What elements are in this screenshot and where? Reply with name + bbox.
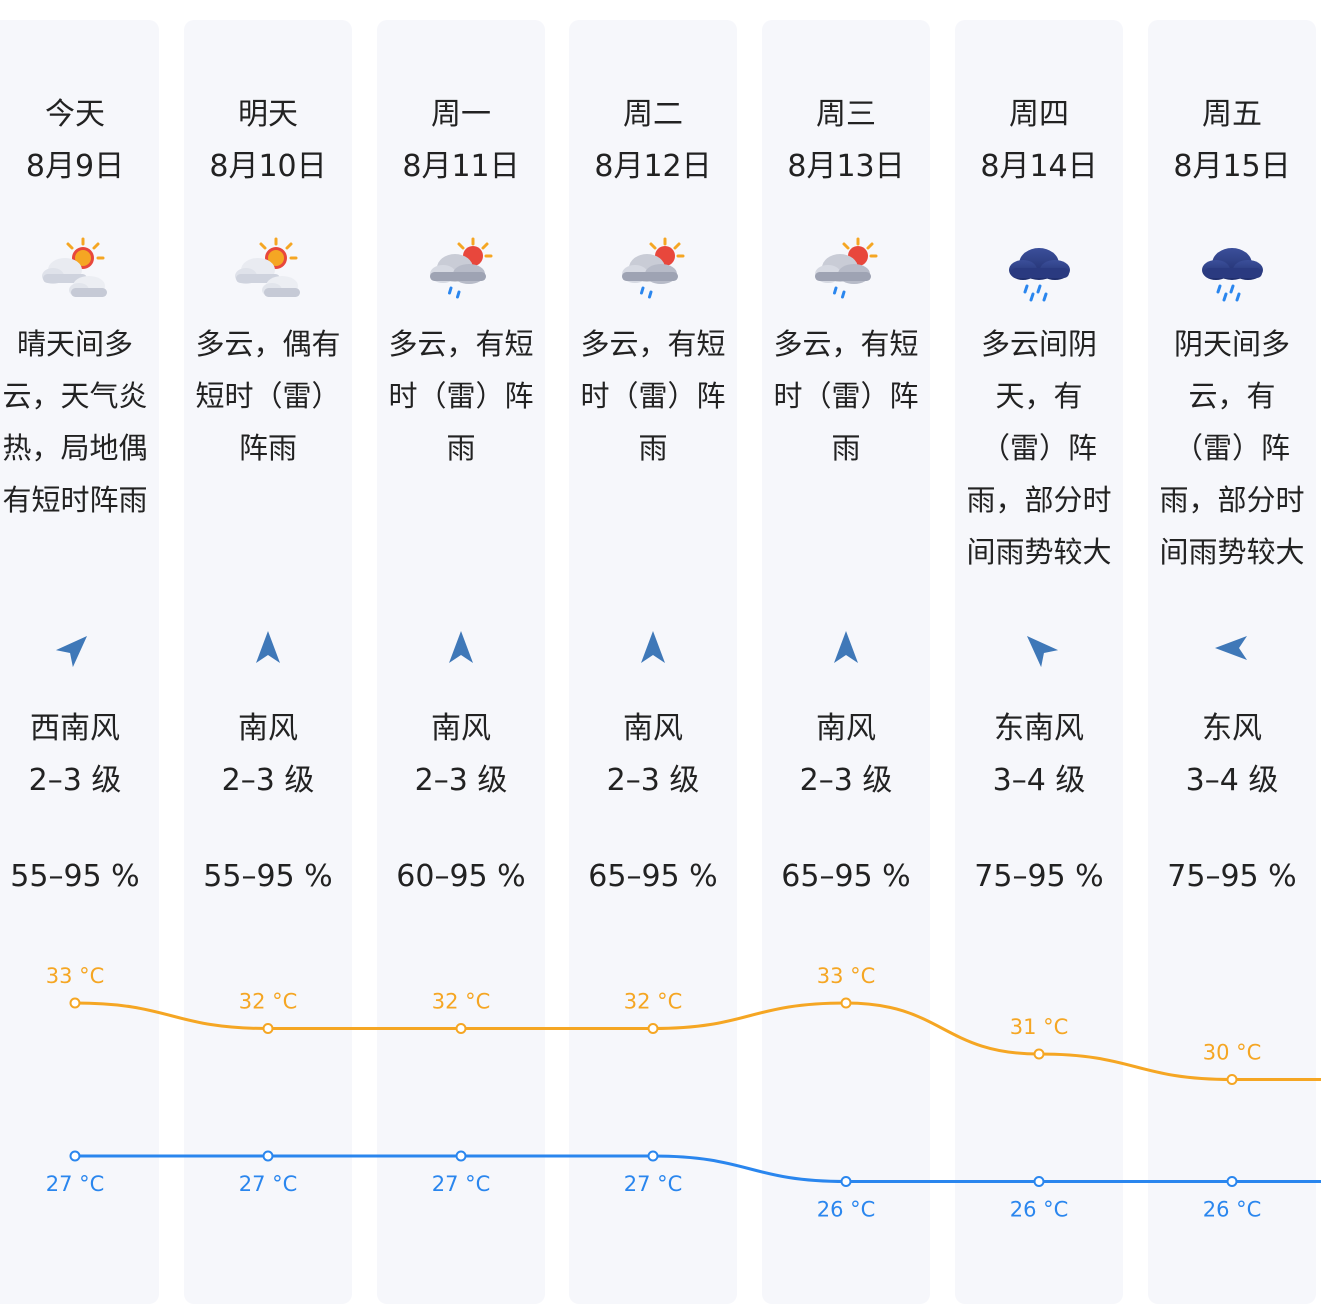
wind-level: 3–4 级 <box>992 763 1086 798</box>
day-label: 明天 <box>238 97 298 132</box>
humidity: 75–95 % <box>974 859 1104 894</box>
weather-description-line: 雨 <box>831 431 861 465</box>
wind-direction-arrow-icon <box>246 626 290 670</box>
sun-cloud-icon <box>39 236 111 304</box>
humidity: 55–95 % <box>203 859 333 894</box>
weather-description: 多云间阴天，有 （雷）阵雨，部分时间雨势较大 <box>949 318 1129 578</box>
wind-level: 2–3 级 <box>221 763 315 798</box>
weather-description-line: 时（雷）阵 <box>388 379 534 413</box>
weather-description-line: 阵雨 <box>238 431 297 465</box>
date-label: 8月15日 <box>1173 149 1291 184</box>
weather-description-line: 短时（雷） <box>195 379 341 413</box>
dark-cloud-rain-icon <box>1196 236 1268 304</box>
weather-description-line: 云，天气炎 <box>2 379 148 413</box>
day-column: 今天 8月9日晴天间多云，天气炎热，局地偶有短时阵雨西南风 2–3 级 55–95 % <box>0 20 159 1304</box>
sun-cloud-rain-icon <box>810 236 882 304</box>
sun-cloud-icon <box>232 236 304 304</box>
day-column: 周五 8月15日阴天间多云，有 （雷）阵雨，部分时间雨势较大东风 3–4 级 75–95… <box>1148 20 1316 1304</box>
humidity: 75–95 % <box>1167 859 1297 894</box>
humidity: 55–95 % <box>10 859 140 894</box>
wind-direction-arrow-icon <box>1210 626 1254 670</box>
day-column: 周一 8月11日多云，有短时（雷）阵雨南风 2–3 级 60–95 % <box>377 20 545 1304</box>
humidity: 65–95 % <box>781 859 911 894</box>
date-label: 8月14日 <box>980 149 1098 184</box>
weather-description-line: 时（雷）阵 <box>580 379 726 413</box>
weather-description-line: 阴天间多 <box>1173 327 1290 361</box>
wind-direction-arrow-icon <box>824 626 868 670</box>
wind-direction: 东南风 <box>994 711 1084 746</box>
weather-description: 阴天间多云，有 （雷）阵雨，部分时间雨势较大 <box>1142 318 1321 578</box>
wind-direction: 东风 <box>1202 711 1262 746</box>
weather-description-line: 雨 <box>638 431 668 465</box>
weather-description-line: 天，有 <box>995 379 1083 413</box>
date-label: 8月13日 <box>787 149 905 184</box>
weather-description-line: （雷）阵 <box>1173 431 1290 465</box>
day-column: 周四 8月14日多云间阴天，有 （雷）阵雨，部分时间雨势较大东南风 3–4 级 75–9… <box>955 20 1123 1304</box>
weather-description-line: 间雨势较大 <box>966 535 1112 569</box>
wind-direction: 南风 <box>431 711 491 746</box>
weather-description: 多云，偶有短时（雷） 阵雨 <box>178 318 358 474</box>
wind-level: 3–4 级 <box>1185 763 1279 798</box>
wind-level: 2–3 级 <box>28 763 122 798</box>
weather-description-line: 雨，部分时 <box>1159 483 1305 517</box>
wind-direction-arrow-icon <box>631 626 675 670</box>
weather-description-line: 多云，有短 <box>580 327 726 361</box>
weather-description-line: 多云，偶有 <box>195 327 341 361</box>
day-column: 周三 8月13日多云，有短时（雷）阵雨南风 2–3 级 65–95 % <box>762 20 930 1304</box>
wind-direction: 南风 <box>816 711 876 746</box>
sun-cloud-rain-icon <box>425 236 497 304</box>
weather-description: 多云，有短时（雷）阵雨 <box>371 318 551 474</box>
wind-direction-arrow-icon <box>439 626 483 670</box>
wind-direction-arrow-icon <box>1017 626 1061 670</box>
day-label: 今天 <box>45 97 105 132</box>
weather-description-line: 有短时阵雨 <box>2 483 148 517</box>
day-column: 明天 8月10日多云，偶有短时（雷） 阵雨南风 2–3 级 55–95 % <box>184 20 352 1304</box>
weather-description-line: 雨，部分时 <box>966 483 1112 517</box>
wind-level: 2–3 级 <box>799 763 893 798</box>
sun-cloud-rain-icon <box>617 236 689 304</box>
date-label: 8月11日 <box>402 149 520 184</box>
humidity: 65–95 % <box>588 859 718 894</box>
weather-description-line: 雨 <box>446 431 476 465</box>
wind-level: 2–3 级 <box>606 763 700 798</box>
weather-description: 晴天间多云，天气炎热，局地偶有短时阵雨 <box>0 318 165 526</box>
day-column: 周二 8月12日多云，有短时（雷）阵雨南风 2–3 级 65–95 % <box>569 20 737 1304</box>
weather-description-line: 时（雷）阵 <box>773 379 919 413</box>
humidity: 60–95 % <box>396 859 526 894</box>
wind-direction: 南风 <box>238 711 298 746</box>
day-label: 周三 <box>816 97 876 132</box>
dark-cloud-rain-icon <box>1003 236 1075 304</box>
day-label: 周五 <box>1202 97 1262 132</box>
weather-description-line: 云，有 <box>1188 379 1276 413</box>
weather-description-line: （雷）阵 <box>980 431 1097 465</box>
wind-direction-arrow-icon <box>53 626 97 670</box>
day-label: 周四 <box>1009 97 1069 132</box>
date-label: 8月12日 <box>594 149 712 184</box>
wind-level: 2–3 级 <box>414 763 508 798</box>
wind-direction: 南风 <box>623 711 683 746</box>
day-label: 周一 <box>431 97 491 132</box>
weather-description-line: 多云，有短 <box>773 327 919 361</box>
wind-direction: 西南风 <box>30 711 120 746</box>
weather-description-line: 热，局地偶 <box>2 431 148 465</box>
weather-description-line: 多云，有短 <box>388 327 534 361</box>
weather-description-line: 晴天间多 <box>16 327 133 361</box>
weather-description-line: 间雨势较大 <box>1159 535 1305 569</box>
day-label: 周二 <box>623 97 683 132</box>
date-label: 8月10日 <box>209 149 327 184</box>
weather-description: 多云，有短时（雷）阵雨 <box>563 318 743 474</box>
weather-description-line: 多云间阴 <box>980 327 1097 361</box>
date-label: 8月9日 <box>25 149 125 184</box>
weather-description: 多云，有短时（雷）阵雨 <box>756 318 936 474</box>
